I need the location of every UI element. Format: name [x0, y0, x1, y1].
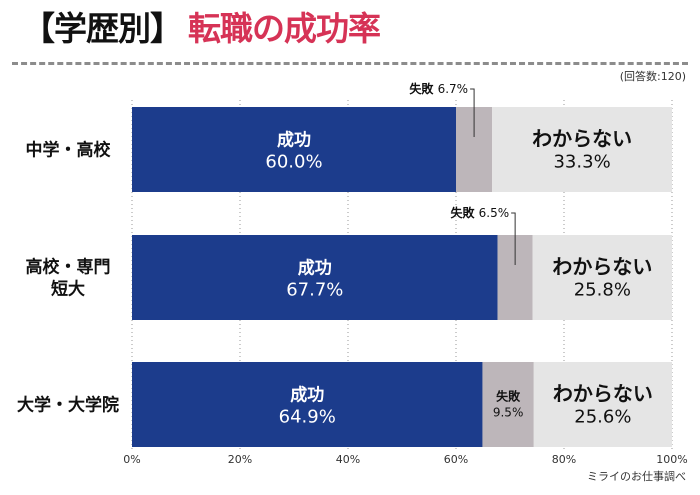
source-note: ミライのお仕事調べ: [587, 469, 686, 483]
bars: [132, 107, 672, 447]
bar-success-2: [132, 362, 483, 447]
x-tick-label-20: 20%: [228, 453, 252, 466]
x-tick-label-80: 80%: [552, 453, 576, 466]
x-axis-ticks: 0% 20% 40% 60% 80% 100%: [123, 453, 687, 466]
label-success-value-0: 60.0%: [265, 152, 322, 173]
label-failure-1: 失敗 6.5%: [450, 205, 509, 220]
category-label-2: 大学・大学院: [17, 395, 119, 416]
category-label-0: 中学・高校: [26, 140, 112, 161]
x-tick-label-0: 0%: [123, 453, 140, 466]
x-tick-label-40: 40%: [336, 453, 360, 466]
category-label-1-line-1: 短大: [51, 279, 85, 300]
title-divider: [12, 62, 688, 65]
bar-success-1: [132, 235, 498, 320]
bar-success-0: [132, 107, 456, 192]
category-label-1-line-0: 高校・専門: [26, 257, 111, 278]
failure-callout-line-0: [470, 88, 475, 137]
label-failure-0: 失敗 6.7%: [409, 81, 468, 96]
bar-unknown-1: [532, 235, 672, 320]
label-success-name-1: 成功: [298, 258, 332, 279]
label-unknown-name-0: わからない: [532, 127, 632, 151]
x-tick-label-100: 100%: [656, 453, 687, 466]
bar-unknown-0: [492, 107, 672, 192]
bar-unknown-2: [533, 362, 672, 447]
label-unknown-value-2: 25.6%: [574, 407, 631, 428]
label-unknown-name-2: わからない: [553, 382, 653, 406]
chart-title: 【学歴別】 転職の成功率: [22, 6, 381, 52]
x-tick-label-60: 60%: [444, 453, 468, 466]
label-unknown-value-0: 33.3%: [553, 152, 610, 173]
label-unknown-name-1: わからない: [552, 255, 652, 279]
label-success-value-2: 64.9%: [279, 407, 336, 428]
failure-callout-line-1: [511, 212, 516, 265]
label-success-value-1: 67.7%: [286, 280, 343, 301]
respondents-note: (回答数:120): [620, 69, 686, 83]
label-unknown-value-1: 25.8%: [574, 280, 631, 301]
bar-failure-2: [482, 362, 534, 447]
chart-title-main: 転職の成功率: [188, 9, 381, 48]
label-success-name-0: 成功: [277, 130, 311, 151]
label-success-name-2: 成功: [290, 385, 324, 406]
chart-title-prefix: 【学歴別】: [22, 9, 183, 48]
label-failure-name-2: 失敗: [496, 389, 521, 404]
label-failure-value-2: 9.5%: [493, 406, 524, 420]
